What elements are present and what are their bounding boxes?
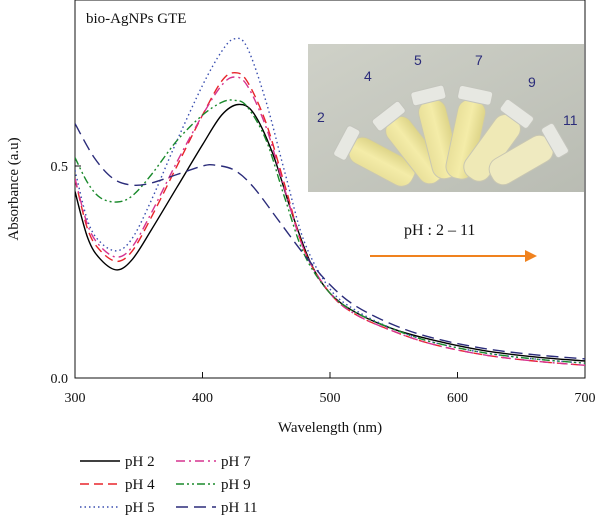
- x-tick-label: 300: [65, 391, 86, 406]
- arrow-label: pH : 2 – 11: [404, 222, 475, 239]
- tube-1: [333, 125, 416, 187]
- series-lines: [75, 37, 585, 366]
- legend: pH 2 pH 4 pH 5 pH 7 pH 9 pH 11: [80, 454, 258, 516]
- legend-label: pH 2: [125, 454, 155, 470]
- y-axis-title: Absorbance (a.u): [6, 137, 22, 240]
- axis-ticks: 300 400 500 600 700 0.0 0.5: [51, 160, 596, 406]
- series-line-ph-7: [75, 76, 585, 366]
- legend-label: pH 5: [125, 500, 155, 516]
- x-tick-label: 500: [320, 391, 341, 406]
- series-line-ph-2: [75, 103, 585, 362]
- inset-photo: 2 4 5 7 9 11: [308, 44, 584, 192]
- legend-label: pH 11: [221, 500, 258, 516]
- panel-title: bio-AgNPs GTE: [86, 11, 186, 27]
- x-tick-label: 400: [192, 391, 213, 406]
- x-tick-label: 700: [575, 391, 596, 406]
- tube-label-7: 7: [475, 52, 483, 68]
- tube-label-9: 9: [528, 74, 536, 90]
- ph-arrow-head: [525, 250, 537, 262]
- series-line-ph-4: [75, 71, 585, 366]
- series-line-ph-9: [75, 99, 585, 364]
- tube-label-2: 2: [317, 109, 325, 125]
- tube-6: [488, 122, 569, 186]
- tube-label-5: 5: [414, 52, 422, 68]
- legend-label: pH 7: [221, 454, 251, 470]
- series-line-ph-11: [75, 123, 585, 360]
- y-tick-label: 0.0: [51, 372, 69, 387]
- legend-label: pH 9: [221, 477, 251, 493]
- x-tick-label: 600: [447, 391, 468, 406]
- tube-label-11: 11: [563, 112, 578, 128]
- legend-label: pH 4: [125, 477, 155, 493]
- x-axis-title: Wavelength (nm): [278, 420, 382, 436]
- y-tick-label: 0.5: [51, 160, 69, 175]
- tube-label-4: 4: [364, 68, 372, 84]
